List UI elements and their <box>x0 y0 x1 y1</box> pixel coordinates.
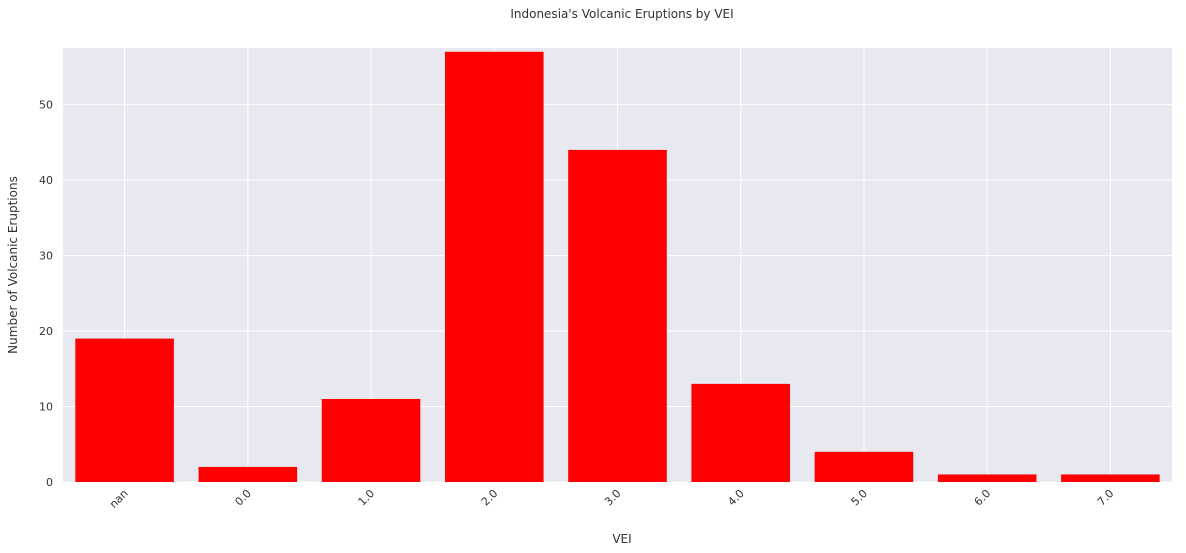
y-tick-label: 30 <box>39 250 53 263</box>
bar-3.0 <box>568 149 667 483</box>
y-tick-label: 10 <box>39 401 53 414</box>
bar-7.0 <box>1061 474 1160 482</box>
x-tick-label: 2.0 <box>479 487 501 509</box>
x-tick-label: 4.0 <box>725 487 747 509</box>
x-ticks: nan 0.0 1.0 2.0 3.0 4.0 5.0 6.0 7.0 <box>107 487 1117 511</box>
bar-1.0 <box>321 398 421 482</box>
y-ticks: 0 10 20 30 40 50 <box>39 99 53 489</box>
x-tick-label: 6.0 <box>972 487 994 509</box>
y-tick-label: 20 <box>39 325 53 338</box>
y-tick-label: 40 <box>39 174 53 187</box>
x-tick-label: 1.0 <box>356 487 378 509</box>
y-tick-label: 50 <box>39 99 53 112</box>
x-tick-label: nan <box>107 487 131 511</box>
bars <box>75 51 1160 483</box>
bar-2.0 <box>444 51 544 482</box>
x-tick-label: 5.0 <box>848 487 870 509</box>
x-axis-label: VEI <box>612 532 631 546</box>
x-tick-label: 3.0 <box>602 487 624 509</box>
x-tick-label: 7.0 <box>1095 487 1117 509</box>
bar-nan <box>75 338 174 482</box>
bar-5.0 <box>814 451 914 482</box>
chart-title: Indonesia's Volcanic Eruptions by VEI <box>510 7 733 21</box>
bar-0.0 <box>198 466 298 482</box>
y-tick-label: 0 <box>46 476 53 489</box>
bar-4.0 <box>691 383 791 482</box>
y-axis-label: Number of Volcanic Eruptions <box>6 176 20 354</box>
bar-6.0 <box>937 474 1037 482</box>
x-tick-label: 0.0 <box>232 487 254 509</box>
